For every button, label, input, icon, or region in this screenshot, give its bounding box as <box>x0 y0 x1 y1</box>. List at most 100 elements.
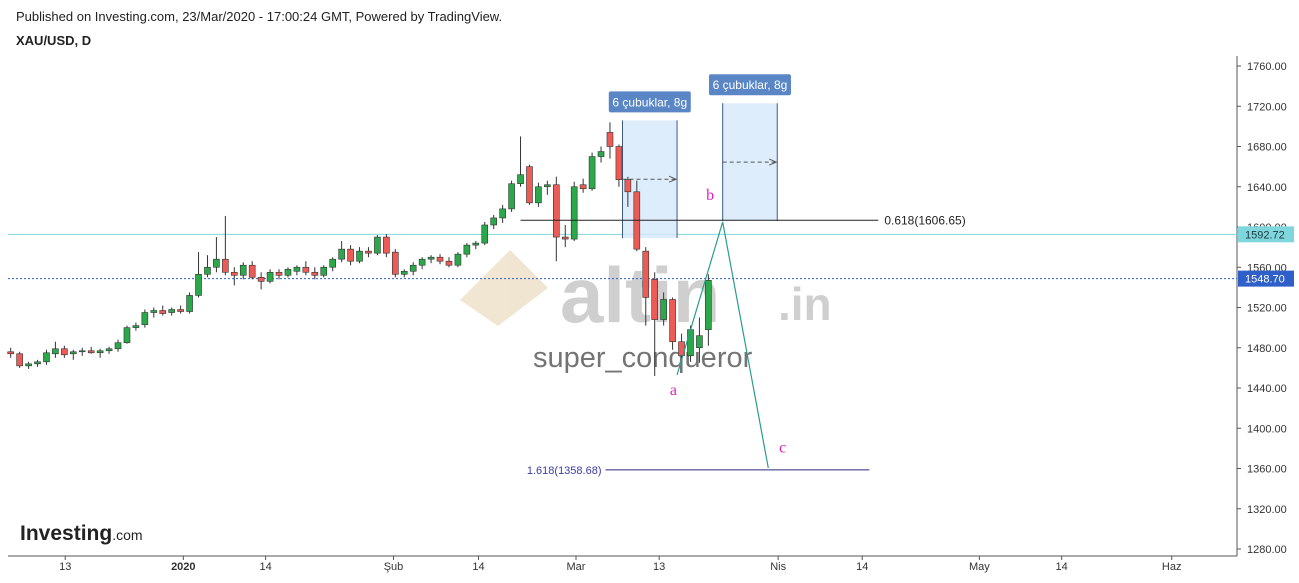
candle-body <box>231 271 238 276</box>
candle-body <box>651 279 659 320</box>
candle-body <box>16 353 23 367</box>
candle-body <box>409 264 417 272</box>
watermark-author: super_conqueror <box>533 342 753 374</box>
logo: Investing.com <box>20 522 143 545</box>
x-tick-label: 13 <box>653 561 665 573</box>
wave-label: b <box>706 187 714 204</box>
candle-body <box>150 310 158 313</box>
x-tick-label: May <box>969 561 990 573</box>
candle-body <box>615 146 623 181</box>
candle-body <box>392 251 399 275</box>
candle-body <box>365 250 372 254</box>
range-arrow-head <box>668 175 678 183</box>
price-tag-label: 1548.70 <box>1245 274 1285 286</box>
price-tag <box>1238 226 1294 243</box>
candle-body <box>114 342 122 350</box>
candle-body <box>311 271 319 276</box>
candle-body <box>257 277 265 282</box>
candle-body <box>508 183 515 210</box>
logo-suffix: .com <box>112 527 142 543</box>
candle-body <box>561 236 569 240</box>
candle-body <box>186 295 193 312</box>
x-tick-label: 14 <box>1056 561 1068 573</box>
watermark: altin .in <box>460 250 832 339</box>
candle-body <box>642 250 650 298</box>
candle-body <box>159 310 167 314</box>
x-tick-label: Nis <box>770 561 786 573</box>
candle-body <box>499 208 506 219</box>
range-label: 6 çubuklar, 8g <box>713 78 788 92</box>
candle-body <box>463 244 471 255</box>
candle-body <box>535 186 542 204</box>
range-label-box <box>708 74 791 96</box>
candle-body <box>78 350 86 353</box>
x-tick-label: Şub <box>384 561 404 573</box>
candle-body <box>490 217 497 226</box>
candle-body <box>222 258 229 273</box>
range-label-box <box>608 91 691 113</box>
y-tick-label: 1640.00 <box>1247 182 1287 194</box>
candle-body <box>7 351 14 355</box>
candle-body <box>347 248 354 262</box>
candle-body <box>213 258 220 268</box>
fib-label: 0.618(1606.65) <box>884 213 965 227</box>
candle-body <box>383 236 390 254</box>
candle-body <box>52 348 59 355</box>
wave-line <box>676 221 769 469</box>
published-note: Published on Investing.com, 23/Mar/2020 … <box>16 9 502 24</box>
candle-body <box>69 351 77 355</box>
candle-body <box>329 258 336 268</box>
candle-body <box>481 224 489 244</box>
candle-body <box>275 271 283 276</box>
candle-body <box>427 256 435 260</box>
wave-label: c <box>779 439 786 456</box>
candle-body <box>320 266 328 276</box>
candle-body <box>472 242 480 246</box>
candle-body <box>302 266 310 273</box>
candle-body <box>293 266 301 272</box>
candle-body <box>43 352 50 363</box>
x-tick-label: 14 <box>259 561 271 573</box>
candle-body <box>123 327 131 344</box>
candle-body <box>454 253 462 266</box>
candle-body <box>195 273 202 296</box>
candle-body <box>597 151 605 157</box>
candle-body <box>606 132 614 147</box>
candle-body <box>34 361 41 365</box>
x-tick-label: 13 <box>59 561 71 573</box>
candle-body <box>284 268 292 276</box>
candle-body <box>105 348 113 352</box>
range-arrow-head <box>769 158 778 166</box>
candle-body <box>445 260 453 266</box>
candle-body <box>374 236 381 254</box>
y-tick-label: 1760.00 <box>1247 61 1287 73</box>
candle-body <box>669 299 676 343</box>
candle-body <box>553 184 560 238</box>
candle-body <box>204 266 211 275</box>
x-tick-label: 14 <box>472 561 484 573</box>
y-tick-label: 1400.00 <box>1247 423 1287 435</box>
candle-body <box>579 184 587 190</box>
x-tick-label: Haz <box>1162 561 1182 573</box>
candle-body <box>517 174 524 185</box>
candle-body <box>239 264 247 276</box>
candle-body <box>418 258 426 266</box>
range-label: 6 çubuklar, 8g <box>612 95 687 109</box>
candle-body <box>356 250 363 262</box>
y-tick-label: 1520.00 <box>1247 303 1287 315</box>
wave-label: a <box>670 382 677 399</box>
candle-body <box>544 184 551 188</box>
watermark-suffix: .in <box>778 278 832 330</box>
candle-body <box>660 299 667 320</box>
fib-label: 1.618(1358.68) <box>527 465 602 477</box>
candle-body <box>25 363 32 367</box>
x-tick-label: 14 <box>856 561 868 573</box>
candle-body <box>177 309 184 312</box>
candle-body <box>436 256 444 262</box>
y-tick-label: 1280.00 <box>1247 544 1287 556</box>
price-tag-label: 1592.72 <box>1245 229 1285 241</box>
candle-body <box>61 348 68 356</box>
y-tick-label: 1720.00 <box>1247 101 1287 113</box>
candle-body <box>400 270 408 275</box>
